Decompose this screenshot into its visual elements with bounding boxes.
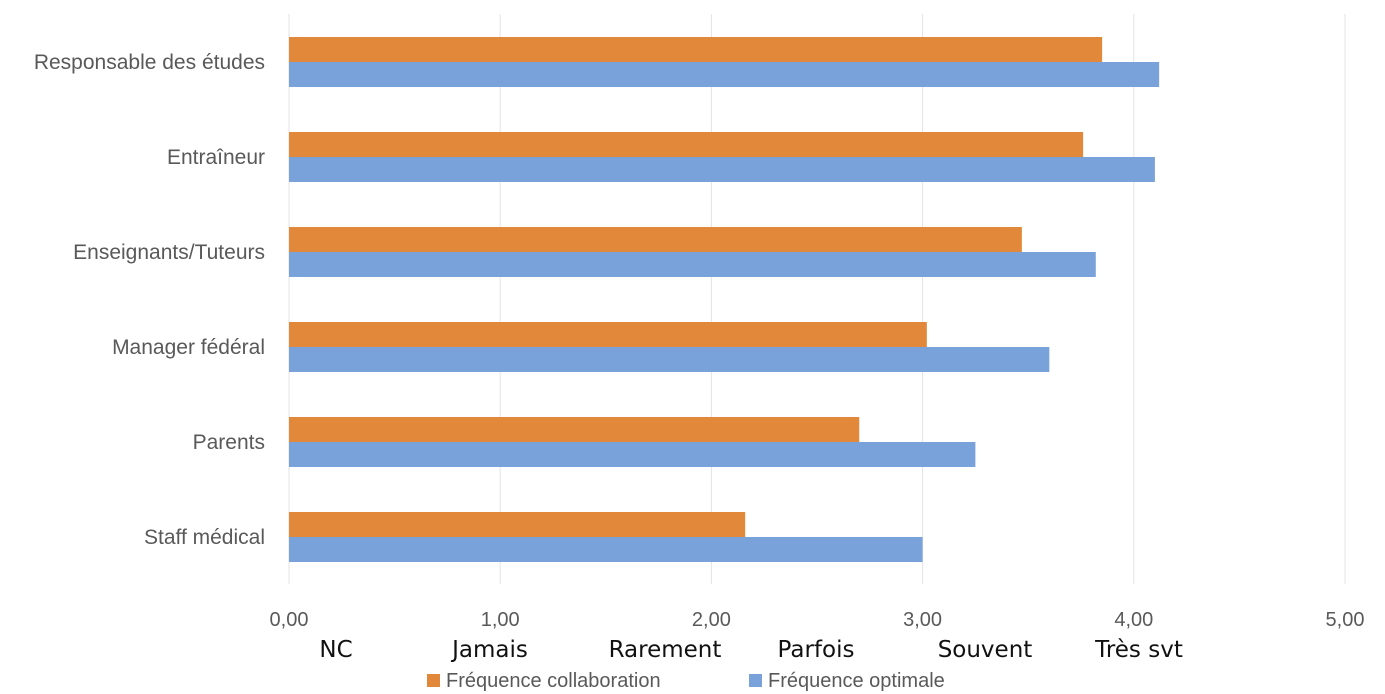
bar-optimale [289, 442, 976, 467]
bar-collaboration [289, 512, 746, 537]
legend-label: Fréquence collaboration [446, 670, 661, 692]
scale-label: Souvent [938, 637, 1033, 663]
legend-label: Fréquence optimale [768, 670, 945, 692]
bar-optimale [289, 62, 1160, 87]
bar-optimale [289, 157, 1155, 182]
bars [289, 37, 1160, 562]
x-tick-label: 5,00 [1326, 609, 1365, 631]
scale-label: Très svt [1094, 637, 1183, 663]
category-label: Entraîneur [167, 146, 265, 169]
x-tick-label: 3,00 [903, 609, 942, 631]
frequency-scale-labels: NC Jamais Rarement Parfois Souvent Très svt [319, 637, 1182, 663]
category-label: Enseignants/Tuteurs [73, 241, 265, 264]
scale-label: Jamais [450, 637, 528, 663]
bar-collaboration [289, 132, 1084, 157]
legend-swatch [749, 674, 762, 687]
category-label: Parents [193, 431, 265, 454]
category-labels: Responsable des études Entraîneur Enseigna… [34, 51, 265, 549]
bar-optimale [289, 347, 1050, 372]
scale-label: NC [319, 637, 352, 663]
x-tick-label: 1,00 [481, 609, 520, 631]
bar-optimale [289, 252, 1096, 277]
x-tick-label: 4,00 [1114, 609, 1153, 631]
bar-collaboration [289, 417, 860, 442]
bar-collaboration [289, 227, 1022, 252]
x-tick-label: 2,00 [692, 609, 731, 631]
bar-collaboration [289, 37, 1103, 62]
category-label: Manager fédéral [112, 336, 265, 359]
scale-label: Parfois [778, 637, 855, 663]
scale-label: Rarement [609, 637, 722, 663]
gridlines [288, 14, 1346, 584]
x-tick-label: 0,00 [270, 609, 309, 631]
category-label: Responsable des études [34, 51, 265, 74]
legend: Fréquence collaboration Fréquence optimal… [427, 670, 945, 692]
bar-optimale [289, 537, 923, 562]
category-label: Staff médical [144, 526, 265, 549]
x-tick-labels: 0,00 1,00 2,00 3,00 4,00 5,00 [270, 609, 1365, 631]
bar-collaboration [289, 322, 927, 347]
legend-swatch [427, 674, 440, 687]
